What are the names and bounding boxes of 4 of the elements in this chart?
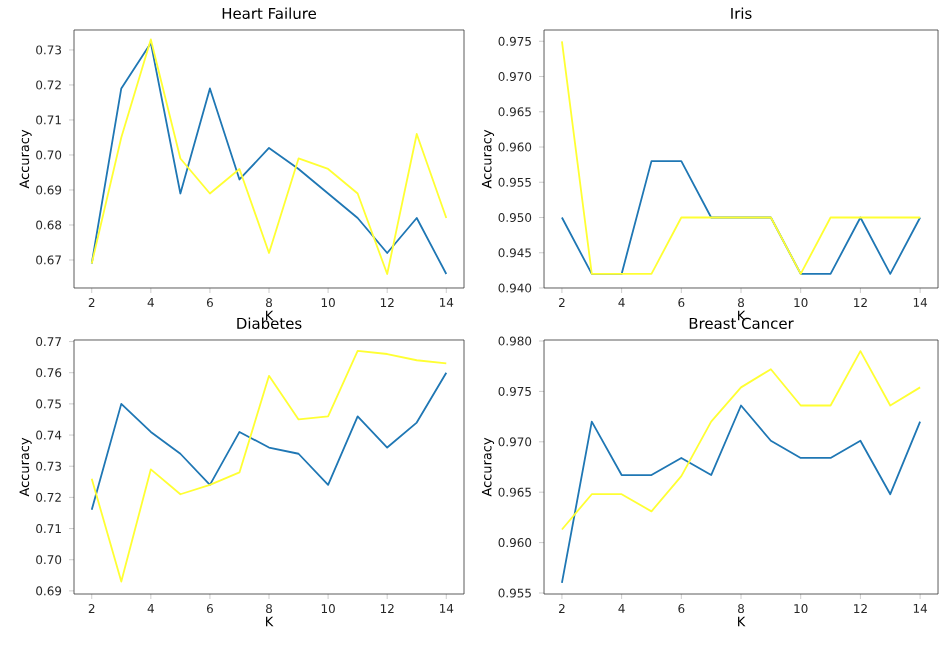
line-series — [90, 350, 448, 583]
line-series — [561, 404, 922, 584]
line-series — [561, 350, 922, 531]
line-series — [90, 371, 448, 511]
